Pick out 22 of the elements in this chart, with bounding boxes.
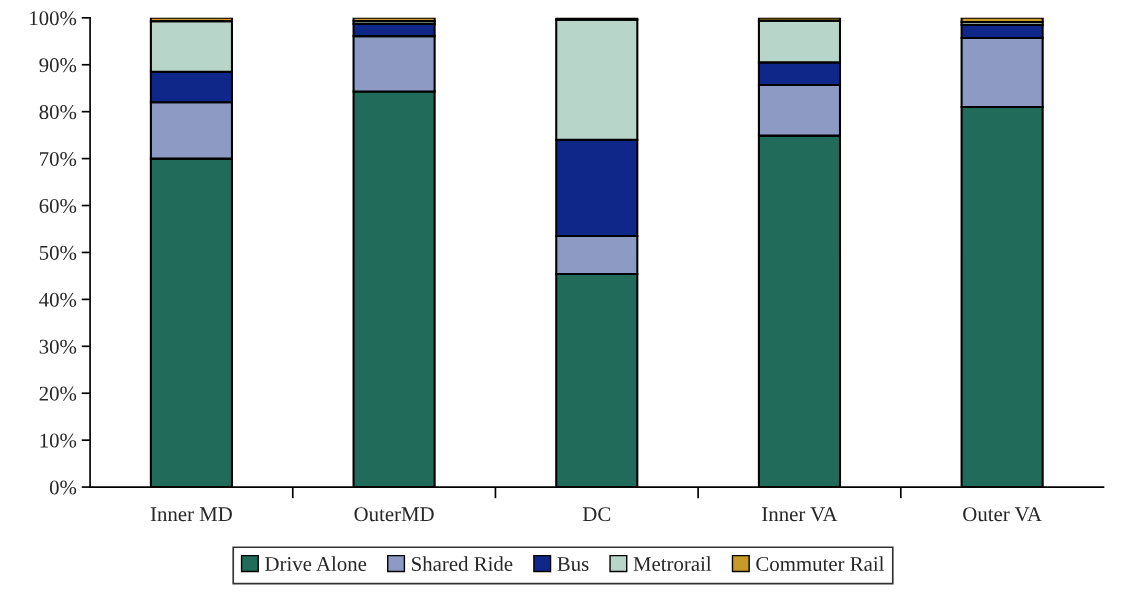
bar: [960, 17, 1044, 24]
y-tick-label: 90%: [39, 58, 77, 73]
y-tick-label: 10%: [40, 433, 77, 448]
y-tick-label: 40%: [39, 292, 77, 307]
x-tick-label: Outer VA: [963, 507, 1042, 522]
y-tick-label: 60%: [39, 198, 77, 214]
legend-label: Bus: [557, 557, 589, 572]
y-tick-label: 20%: [39, 386, 77, 401]
legend-label: Metrorail: [633, 556, 712, 572]
y-tick-label: 80%: [39, 105, 77, 120]
x-tick-label: OuterMD: [354, 507, 434, 522]
y-tick-label: 0%: [49, 480, 77, 495]
legend-label: Commuter Rail: [756, 556, 885, 572]
x-tick-label: DC: [582, 507, 611, 522]
y-tick-label: 30%: [39, 339, 77, 354]
legend-label: Shared Ride: [412, 556, 513, 572]
legend-label: Drive Alone: [265, 556, 367, 572]
y-tick-label: 50%: [39, 245, 77, 260]
y-tick-label: 100%: [30, 11, 77, 26]
x-tick-label: Inner MD: [150, 507, 232, 522]
y-tick-label: 70%: [40, 151, 77, 167]
x-tick-label: Inner VA: [762, 507, 838, 522]
